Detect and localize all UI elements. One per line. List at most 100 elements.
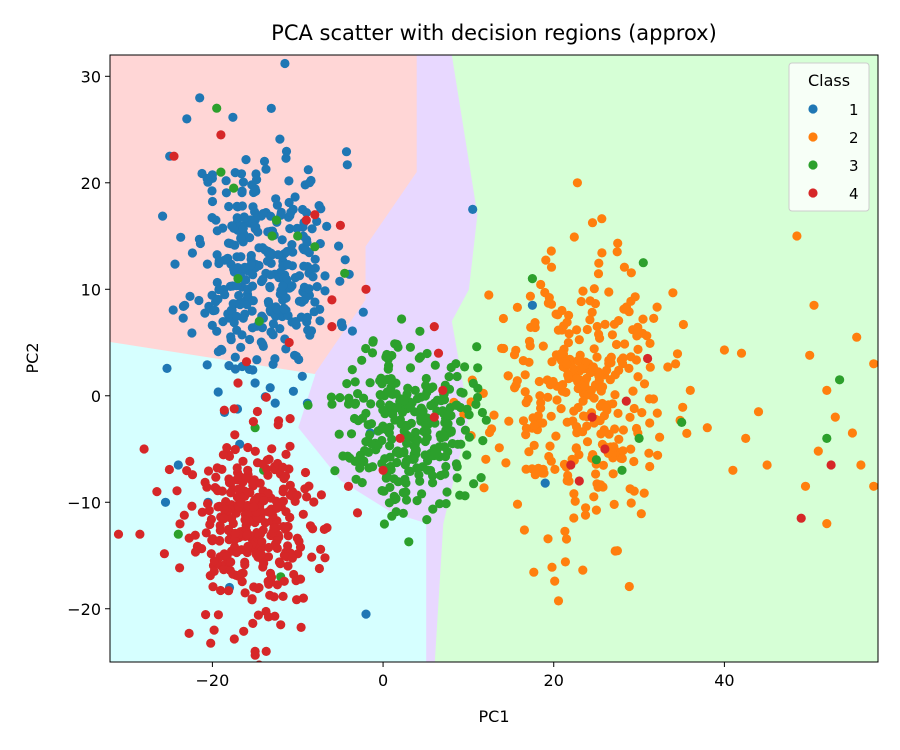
point-class-1 — [287, 281, 297, 291]
point-class-4 — [215, 525, 225, 536]
point-class-1 — [214, 256, 224, 266]
point-class-3 — [361, 343, 371, 354]
point-class-4 — [438, 385, 448, 395]
point-class-4 — [621, 396, 631, 406]
point-class-1 — [301, 245, 311, 255]
point-class-2 — [581, 503, 591, 513]
point-class-4 — [279, 576, 289, 586]
point-class-2 — [530, 470, 540, 480]
point-class-2 — [639, 488, 649, 498]
point-class-4 — [201, 610, 211, 620]
point-class-4 — [240, 588, 250, 598]
point-class-2 — [589, 393, 599, 403]
point-class-2 — [597, 248, 607, 258]
point-class-4 — [241, 357, 252, 367]
x-axis-label: PC1 — [479, 707, 510, 726]
point-class-2 — [582, 324, 592, 335]
point-class-1 — [314, 201, 324, 211]
point-class-4 — [203, 466, 214, 476]
point-class-2 — [538, 418, 548, 428]
point-class-2 — [598, 382, 608, 392]
point-class-2 — [481, 454, 491, 464]
point-class-1 — [237, 186, 247, 196]
point-class-1 — [334, 241, 344, 251]
point-class-2 — [614, 434, 624, 444]
y-tick-label: −20 — [67, 600, 101, 619]
point-class-3 — [421, 420, 431, 431]
point-class-2 — [602, 365, 612, 375]
point-class-4 — [234, 484, 244, 494]
point-class-3 — [403, 421, 413, 431]
point-class-4 — [229, 535, 240, 545]
point-class-3 — [229, 183, 239, 193]
point-class-2 — [546, 262, 557, 272]
point-class-2 — [753, 407, 764, 417]
point-class-3 — [330, 466, 340, 476]
point-class-2 — [570, 496, 580, 506]
point-class-2 — [578, 286, 588, 296]
point-class-3 — [421, 381, 431, 391]
point-class-3 — [398, 488, 408, 498]
point-class-4 — [214, 536, 225, 546]
point-class-1 — [284, 176, 294, 186]
point-class-4 — [826, 460, 836, 470]
point-class-2 — [609, 499, 619, 509]
point-class-4 — [250, 446, 260, 456]
point-class-1 — [218, 317, 228, 327]
point-class-1 — [221, 176, 231, 186]
point-class-4 — [248, 618, 258, 629]
point-class-2 — [626, 268, 636, 278]
x-tick-label: 20 — [544, 671, 564, 690]
point-class-1 — [292, 223, 302, 233]
point-class-1 — [173, 460, 183, 470]
point-class-2 — [625, 412, 635, 422]
point-class-1 — [320, 286, 330, 296]
point-class-2 — [629, 486, 639, 496]
point-class-4 — [206, 549, 216, 559]
point-class-3 — [422, 433, 432, 443]
point-class-4 — [249, 502, 259, 512]
point-class-4 — [395, 433, 405, 443]
point-class-1 — [337, 318, 347, 328]
point-class-4 — [175, 563, 185, 573]
point-class-3 — [443, 410, 453, 420]
point-class-4 — [243, 442, 253, 453]
point-class-1 — [170, 259, 180, 269]
point-class-3 — [326, 392, 336, 402]
point-class-4 — [259, 496, 269, 506]
point-class-3 — [455, 490, 465, 500]
point-class-4 — [190, 530, 200, 540]
point-class-1 — [268, 319, 278, 329]
point-class-2 — [608, 469, 618, 479]
point-class-2 — [578, 565, 588, 575]
point-class-4 — [295, 574, 306, 584]
point-class-3 — [385, 374, 395, 384]
point-class-3 — [477, 407, 487, 418]
point-class-4 — [243, 487, 254, 498]
point-class-2 — [644, 448, 654, 458]
point-class-3 — [385, 452, 395, 462]
point-class-2 — [610, 390, 620, 400]
point-class-1 — [265, 270, 276, 280]
point-class-1 — [207, 186, 217, 196]
point-class-1 — [230, 240, 240, 250]
point-class-1 — [240, 262, 250, 272]
point-class-4 — [254, 583, 264, 593]
point-class-2 — [678, 402, 688, 412]
point-class-1 — [288, 386, 298, 396]
point-class-3 — [835, 375, 845, 385]
point-class-4 — [283, 541, 293, 551]
legend-marker-class-3 — [808, 160, 818, 170]
point-class-2 — [556, 349, 566, 359]
point-class-2 — [595, 333, 605, 343]
point-class-3 — [638, 258, 648, 268]
point-class-4 — [243, 541, 253, 551]
point-class-1 — [245, 334, 255, 345]
point-class-2 — [792, 231, 802, 241]
point-class-2 — [582, 437, 593, 447]
point-class-4 — [300, 467, 311, 478]
point-class-1 — [283, 260, 293, 270]
point-class-2 — [600, 319, 610, 329]
point-class-2 — [649, 313, 659, 323]
point-class-4 — [175, 519, 185, 529]
